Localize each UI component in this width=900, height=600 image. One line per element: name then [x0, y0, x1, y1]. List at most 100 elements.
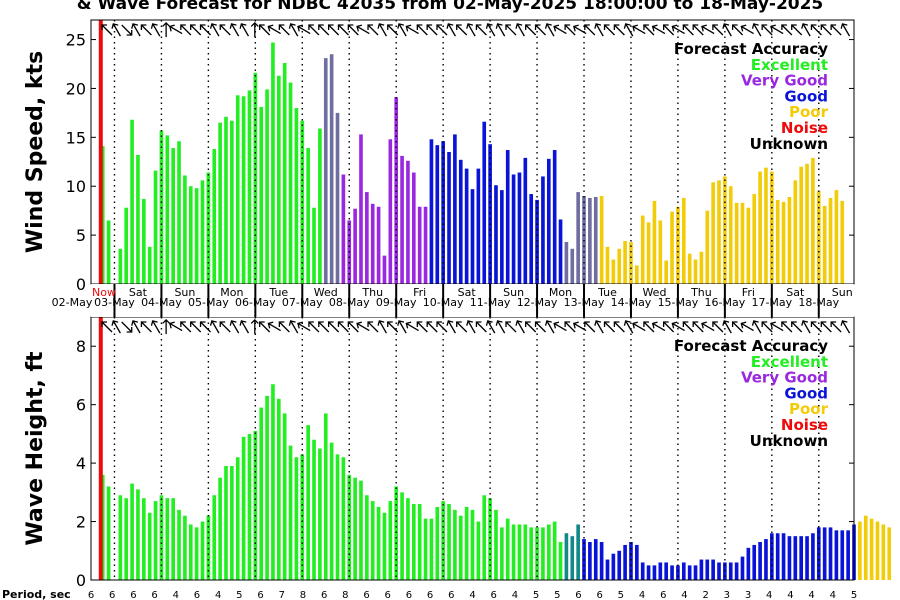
wave-ytick-label: 2: [76, 513, 86, 532]
wave-bar: [599, 542, 604, 580]
wind-bar: [635, 265, 639, 284]
arrow-head: [337, 24, 344, 30]
wind-bar: [811, 157, 815, 284]
wave-bar: [423, 518, 428, 580]
wave-bar: [846, 530, 850, 580]
arrow-head: [219, 24, 226, 30]
wave-direction-arrow: [446, 320, 456, 334]
arrow-head: [505, 24, 511, 30]
arrow-shaft: [190, 24, 202, 36]
arrow-head: [239, 320, 247, 326]
period-value: 6: [194, 590, 200, 600]
day-label: Sun: [832, 286, 853, 299]
arrow-head: [840, 23, 848, 29]
period-value: 5: [554, 590, 560, 600]
arrow-head: [162, 22, 171, 27]
arrow-shaft: [211, 320, 220, 334]
wind-bar: [212, 149, 217, 284]
wind-bar: [130, 119, 134, 284]
arrow-shaft: [701, 25, 715, 35]
arrow-head: [101, 24, 107, 30]
wind-bar: [605, 246, 610, 284]
arrow-head: [111, 320, 119, 326]
period-value: 8: [342, 590, 348, 600]
wave-bar: [635, 544, 639, 580]
wave-bar: [822, 527, 827, 580]
wind-bar: [588, 197, 592, 284]
wind-direction-arrow: [564, 24, 576, 36]
arrow-shaft: [732, 321, 744, 333]
arrow-head: [761, 321, 768, 327]
arrow-head: [632, 321, 638, 329]
period-value: 6: [321, 590, 327, 600]
arrow-head: [327, 24, 334, 30]
wave-bar: [376, 506, 381, 580]
wind-legend-noise: Noise: [781, 119, 828, 137]
wind-legend-unknown: Unknown: [750, 135, 828, 153]
wind-bar: [147, 246, 152, 284]
date-label: 03-May: [94, 296, 135, 309]
wind-bar: [746, 207, 751, 284]
date-label: 15-May: [658, 296, 699, 309]
wind-bar: [488, 144, 492, 284]
arrow-head: [140, 321, 147, 327]
wave-direction-arrow: [740, 321, 754, 332]
wave-direction-arrow: [288, 320, 299, 334]
wind-bar: [153, 170, 158, 284]
arrow-head: [180, 24, 186, 30]
arrow-head: [229, 23, 237, 29]
arrow-shaft: [356, 322, 370, 332]
day-axis-band: [91, 284, 854, 317]
arrow-shaft: [254, 319, 256, 335]
wave-direction-arrow: [377, 320, 387, 334]
arrow-shaft: [564, 321, 576, 333]
arrow-head: [318, 321, 324, 327]
arrow-head: [131, 23, 139, 29]
wave-direction-arrow: [594, 320, 604, 334]
wind-bar: [599, 196, 604, 284]
wave-direction-arrow: [830, 321, 842, 333]
wind-ytick-label: 25: [66, 31, 86, 50]
wave-bar: [177, 509, 181, 580]
arrow-shaft: [378, 320, 387, 334]
wind-bar: [564, 241, 569, 284]
wave-direction-arrow: [180, 321, 192, 333]
wave-bar: [470, 509, 475, 580]
arrow-shaft: [761, 321, 773, 333]
period-value: 6: [151, 590, 157, 600]
period-value: 4: [830, 590, 836, 600]
wind-direction-arrow: [525, 24, 537, 36]
wind-bar: [505, 150, 510, 284]
wave-height-panel: 0 2 4 6 8 Wave Height, ft Forecast AccuracyExc…: [23, 316, 892, 590]
arrow-head: [692, 321, 699, 327]
arrow-shaft: [290, 320, 299, 334]
day-label: Wed: [314, 286, 338, 299]
arrow-head: [308, 24, 314, 30]
arrow-shaft: [240, 320, 250, 334]
wind-direction-arrow: [209, 23, 220, 37]
wave-bar: [482, 495, 487, 580]
arrow-shaft: [347, 321, 359, 333]
wave-direction-arrow: [761, 321, 773, 333]
arrow-shaft: [595, 23, 604, 37]
wave-direction-arrow: [199, 321, 211, 333]
arrow-head: [553, 24, 560, 32]
arrow-shaft: [112, 23, 121, 37]
wind-bar: [388, 139, 393, 284]
wind-direction-arrow: [466, 23, 476, 37]
now-marker-label: Now: [92, 286, 116, 299]
wind-bar: [458, 159, 463, 284]
arrow-shaft: [761, 24, 773, 36]
period-value: 4: [639, 590, 645, 600]
period-value: 5: [533, 590, 539, 600]
wave-bar: [382, 512, 387, 580]
arrow-head: [632, 24, 638, 32]
arrow-shaft: [643, 321, 655, 333]
day-label: Fri: [742, 286, 755, 299]
arrow-head: [126, 30, 133, 36]
wind-direction-arrow: [347, 24, 359, 36]
day-label: Wed: [642, 286, 666, 299]
wind-bar: [717, 180, 721, 284]
wave-bar: [840, 530, 845, 580]
wind-bar: [758, 171, 762, 284]
